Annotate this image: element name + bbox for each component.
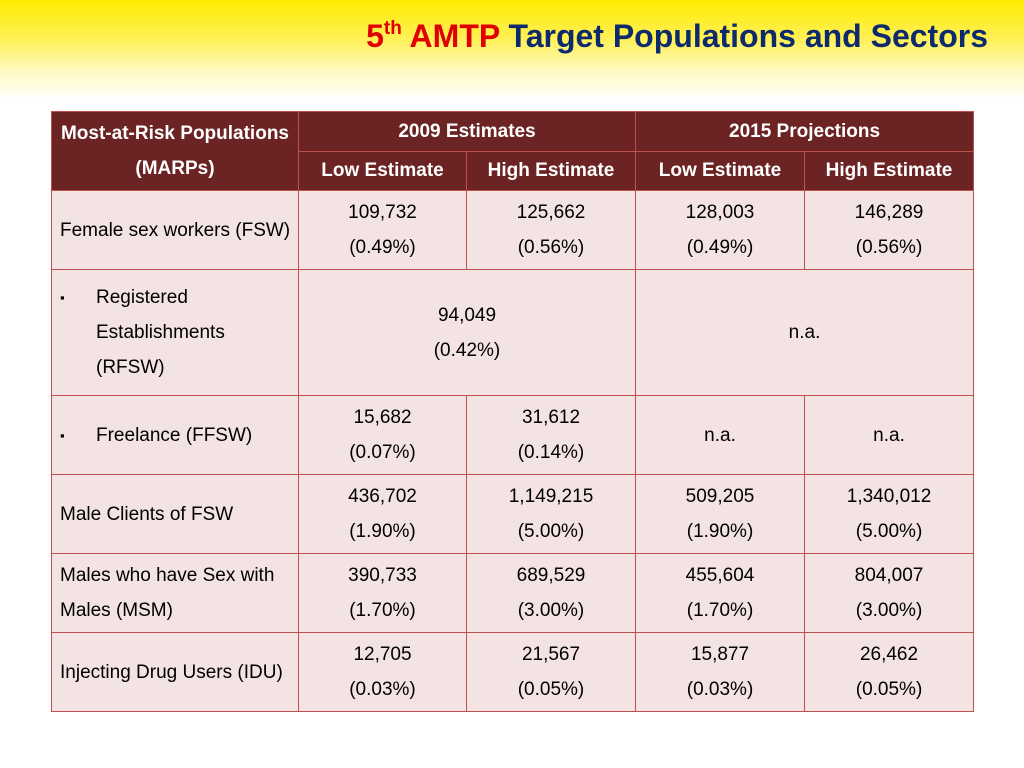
cell-2015-low: 128,003 (0.49%) bbox=[635, 190, 806, 270]
table-row: Males who have Sex with Males (MSM) 390,… bbox=[51, 553, 975, 633]
row-label: ▪ Freelance (FFSW) bbox=[51, 395, 299, 475]
title-text: Target Populations and Sectors bbox=[508, 18, 988, 54]
table-row: ▪ Freelance (FFSW) 15,682 (0.07%) 31,612(… bbox=[51, 395, 975, 475]
title-amtp: AMTP bbox=[409, 18, 500, 54]
header-row-groups: Most-at-Risk Populations (MARPs) 2009 Es… bbox=[51, 111, 975, 191]
header-2009-estimates: 2009 Estimates bbox=[297, 111, 637, 152]
table-row: Injecting Drug Users (IDU) 12,705 (0.03%)… bbox=[51, 632, 975, 712]
cell-2009-low: 15,682 (0.07%) bbox=[298, 395, 467, 475]
cell-2015-low: 15,877 (0.03%) bbox=[635, 632, 806, 712]
title-number: 5 bbox=[366, 18, 384, 54]
header-2015-low: Low Estimate bbox=[635, 150, 806, 191]
cell-2015-low: 509,205 (1.90%) bbox=[635, 474, 806, 554]
cell-2015-merged: n.a. bbox=[635, 269, 975, 396]
cell-2015-high: 26,462 (0.05%) bbox=[804, 632, 975, 712]
row-label: Female sex workers (FSW) bbox=[51, 190, 299, 270]
cell-2015-low: 455,604 (1.70%) bbox=[635, 553, 806, 633]
header-row-sub: Low Estimate High Estimate Low Estimate … bbox=[52, 150, 975, 191]
header-2009-low: Low Estimate bbox=[298, 150, 467, 191]
cell-2015-high: 804,007 (3.00%) bbox=[804, 553, 975, 633]
cell-2015-high: n.a. bbox=[804, 395, 975, 475]
cell-2015-high: 146,289 (0.56%) bbox=[804, 190, 975, 270]
cell-2009-low: 109,732 (0.49%) bbox=[298, 190, 467, 270]
table-row: ▪ Registered Establishments (RFSW) 94,04… bbox=[51, 269, 975, 396]
cell-2009-low: 436,702 (1.90%) bbox=[298, 474, 467, 554]
row-label: Males who have Sex with Males (MSM) bbox=[51, 553, 299, 633]
title-superscript: th bbox=[383, 18, 402, 39]
cell-2009-high: 31,612 (0.14%) bbox=[465, 395, 637, 475]
cell-2009-high: 125,662 (0.56%) bbox=[465, 190, 637, 270]
cell-2009-high: 21,567 (0.05%) bbox=[465, 632, 637, 712]
cell-2009-low: 12,705 (0.03%) bbox=[298, 632, 467, 712]
table-row: Female sex workers (FSW) 109,732 (0.49%) … bbox=[51, 190, 975, 270]
cell-2015-low: n.a. bbox=[635, 395, 806, 475]
row-label: Male Clients of FSW bbox=[51, 474, 299, 554]
row-label: Injecting Drug Users (IDU) bbox=[51, 632, 299, 712]
slide-title: 5th AMTP Target Populations and Sectors bbox=[366, 18, 988, 55]
bullet-icon: ▪ bbox=[60, 427, 65, 443]
header-marps: Most-at-Risk Populations (MARPs) bbox=[51, 111, 299, 191]
header-2015-projections: 2015 Projections bbox=[635, 111, 975, 152]
marps-table: Most-at-Risk Populations (MARPs) 2009 Es… bbox=[51, 111, 975, 712]
cell-2009-high: 1,149,215 (5.00%) bbox=[465, 474, 637, 554]
cell-2015-high: 1,340,012 (5.00%) bbox=[804, 474, 975, 554]
header-2015-high: High Estimate bbox=[804, 150, 975, 191]
bullet-icon: ▪ bbox=[60, 290, 65, 305]
cell-2009-low: 390,733 (1.70%) bbox=[298, 553, 467, 633]
title-band bbox=[0, 0, 1024, 100]
header-2009-high: High Estimate bbox=[465, 150, 637, 191]
row-label: ▪ Registered Establishments (RFSW) bbox=[51, 269, 299, 396]
cell-2009-high: 689,529 (3.00%) bbox=[465, 553, 637, 633]
table-row: Male Clients of FSW 436,702 (1.90%) 1,149… bbox=[51, 474, 975, 554]
cell-2009-merged: 94,049 (0.42%) bbox=[297, 269, 637, 396]
